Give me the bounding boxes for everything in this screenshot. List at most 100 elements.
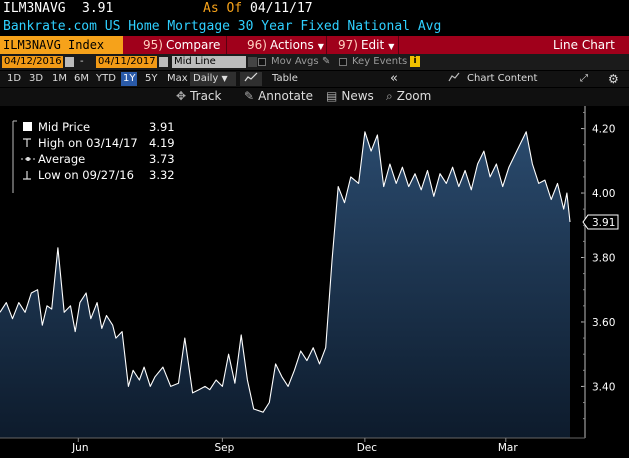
plot-area [0,131,571,439]
table-button[interactable]: Table [272,73,298,84]
track-label: Track [190,89,222,103]
info-icon[interactable]: i [410,56,420,67]
date-range-bar: 04/12/2016 - 04/11/2017 Mid Line Mov Avg… [0,54,629,70]
x-tick-label: Mar [498,442,518,454]
axes: 4.20 4.00 3.80 3.60 3.40 Jun Sep Dec Mar 3.91 [0,106,619,454]
separator [226,36,227,54]
legend-value: 3.32 [149,168,175,182]
zoom-button[interactable]: ⌕ Zoom [386,89,431,104]
period-1d[interactable]: 1D [7,73,22,84]
chart-content-button[interactable]: Chart Content [467,73,538,84]
key-events-label: Key Events [352,56,408,67]
mid-price-swatch-icon [23,122,32,131]
legend-value: 4.19 [149,136,175,150]
y-tick-label: 3.80 [592,252,615,264]
news-label: News [341,89,374,103]
period-6m[interactable]: 6M [74,73,89,84]
high-marker-icon [23,138,31,147]
security-title: Bankrate.com US Home Mortgage 30 Year Fi… [3,19,442,34]
zoom-icon: ⌕ [386,89,393,103]
frequency-select[interactable]: Daily ▼ [190,72,236,86]
legend-bracket [12,120,17,193]
y-tick-label: 3.40 [592,381,615,393]
period-5y[interactable]: 5Y [145,73,158,84]
ticker-symbol: ILM3NAVG [3,1,66,16]
compare-button[interactable]: 95) Compare [143,36,220,54]
period-1y[interactable]: 1Y [121,72,138,86]
security-title-row: Bankrate.com US Home Mortgage 30 Year Fi… [0,18,629,36]
chart-tools-bar: ✥ Track ✎ Annotate ▤ News ⌕ Zoom [0,88,629,106]
chart-legend: Mid Price 3.91 High on 03/14/17 4.19 Average… [5,119,175,193]
pencil-icon[interactable]: ✎ [322,56,331,67]
crosshair-icon: ✥ [176,89,187,103]
annotate-button[interactable]: ✎ Annotate [244,89,313,103]
key-events-checkbox[interactable] [339,58,347,66]
edit-number: 97) [338,38,358,52]
mov-avgs-label: Mov Avgs [271,56,319,67]
average-dot-icon [26,157,30,161]
legend-label: High on 03/14/17 [38,136,138,150]
low-marker-icon [23,171,31,180]
mov-avgs-checkbox[interactable] [258,58,266,66]
annotate-label: Annotate [258,89,313,103]
chart-content-icon [446,72,462,86]
last-price: 3.91 [82,1,114,16]
separator [398,36,399,54]
y-tick-label: 3.60 [592,317,615,329]
date-range-dash: - [80,56,84,67]
start-date-field[interactable]: 04/12/2016 [2,56,63,68]
zoom-label: Zoom [396,89,432,103]
x-tick-label: Sep [214,442,234,454]
dropdown-caret-icon: ▼ [388,42,395,51]
gear-icon[interactable]: ⚙ [608,72,619,86]
period-1m[interactable]: 1M [52,73,67,84]
frequency-label: Daily [193,73,219,84]
dropdown-caret-icon: ▼ [221,74,228,83]
edit-label: Edit [360,38,385,52]
legend-value: 3.91 [149,120,175,134]
compare-number: 95) [143,38,163,52]
legend-label: Mid Price [38,120,90,134]
security-field[interactable]: ILM3NAVG Index [0,36,123,54]
last-value-tag [582,214,619,230]
calendar-icon[interactable] [65,57,74,67]
last-value-label: 3.91 [592,217,615,229]
series-line [0,131,571,413]
y-tick-label: 4.00 [592,188,615,200]
expand-icon[interactable]: ⤢ [580,73,588,84]
separator [326,36,327,54]
collapse-icon[interactable]: « [390,71,398,86]
actions-number: 96) [247,38,267,52]
period-3d[interactable]: 3D [29,73,44,84]
legend-label: Average [38,152,85,166]
function-bar: ILM3NAVG Index 95) Compare 96) Actions ▼ 97… [0,36,629,54]
period-ytd[interactable]: YTD [96,73,116,84]
y-tick-label: 4.20 [592,124,615,136]
dropdown-icon[interactable] [248,57,257,67]
chart-type-label[interactable]: Line Chart [553,38,615,52]
x-tick-label: Jun [71,442,88,454]
study-select[interactable]: Mid Line [172,56,246,68]
news-icon: ▤ [326,89,338,103]
period-bar: 1D 3D 1M 6M YTD 1Y 5Y Max Daily ▼ Table … [0,71,629,87]
series-area [0,131,570,439]
actions-label: Actions [269,38,314,52]
period-max[interactable]: Max [167,73,188,84]
as-of-date: 04/11/17 [250,1,313,16]
track-button[interactable]: ✥ Track [176,89,221,103]
line-chart-icon[interactable] [240,72,262,86]
dropdown-caret-icon: ▼ [317,42,324,51]
security-header: ILM3NAVG 3.91 As Of 04/11/17 [0,0,629,18]
edit-button[interactable]: 97) Edit ▼ [338,36,394,54]
news-button[interactable]: ▤ News [326,89,374,103]
price-chart[interactable]: 4.20 4.00 3.80 3.60 3.40 Jun Sep Dec Mar 3.91 Mid… [0,106,629,458]
as-of-label: As Of [203,1,243,16]
compare-label: Compare [165,38,221,52]
legend-label: Low on 09/27/16 [38,168,134,182]
x-tick-label: Dec [357,442,378,454]
end-date-field[interactable]: 04/11/2017 [96,56,157,68]
legend-value: 3.73 [149,152,175,166]
calendar-icon[interactable] [159,57,168,67]
pencil-icon: ✎ [244,89,255,103]
actions-button[interactable]: 96) Actions ▼ [247,36,324,54]
